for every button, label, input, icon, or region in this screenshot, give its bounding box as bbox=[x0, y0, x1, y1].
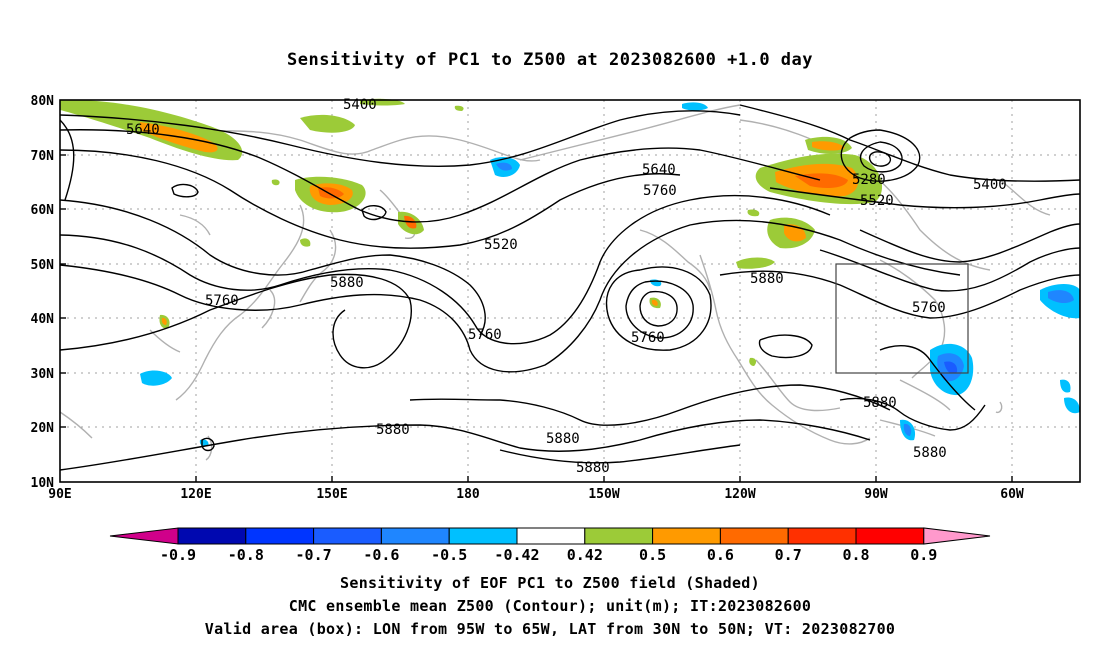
contour-label: 5880 bbox=[863, 395, 897, 411]
caption-shading: Sensitivity of EOF PC1 to Z500 field (Sh… bbox=[340, 574, 760, 592]
contour-label-group: 5400 5640 5640 5760 5520 5280 5400 5520 … bbox=[126, 97, 1007, 476]
contour-label: 5880 bbox=[576, 460, 610, 476]
colorbar-swatch bbox=[313, 527, 382, 545]
lat-label: 80N bbox=[31, 94, 55, 109]
contour-label: 5880 bbox=[913, 445, 947, 461]
latitude-labels: 80N 70N 60N 50N 40N 30N 20N 10N bbox=[31, 94, 55, 491]
contour-label: 5280 bbox=[852, 172, 886, 188]
positive-sensitivity-shading bbox=[60, 98, 883, 366]
negative-sensitivity-shading bbox=[140, 102, 1080, 447]
colorbar-tick-label: 0.7 bbox=[775, 546, 802, 564]
axis-ticks bbox=[60, 154, 1013, 482]
lon-label: 180 bbox=[456, 487, 480, 502]
colorbar-tick-label: 0.8 bbox=[842, 546, 869, 564]
lon-label: 90W bbox=[864, 487, 888, 502]
colorbar-tick-label: -0.42 bbox=[494, 546, 539, 564]
contour-label: 5880 bbox=[546, 431, 580, 447]
colorbar: -0.9 -0.8 -0.7 -0.6 -0.5 -0.42 0.42 0.5 0.6 0.7 0.… bbox=[109, 527, 991, 564]
contour-label: 5400 bbox=[343, 97, 377, 113]
valid-area-box bbox=[835, 263, 969, 374]
contour-label: 5520 bbox=[484, 237, 518, 253]
contour-label: 5760 bbox=[631, 330, 665, 346]
lat-label: 20N bbox=[31, 421, 55, 436]
contour-label: 5400 bbox=[973, 177, 1007, 193]
colorbar-arrow-right bbox=[923, 527, 991, 545]
colorbar-tick-label: -0.7 bbox=[296, 546, 332, 564]
colorbar-swatch bbox=[855, 527, 925, 545]
lat-label: 10N bbox=[31, 476, 55, 491]
lon-label: 150W bbox=[588, 487, 619, 502]
colorbar-tick-label: -0.6 bbox=[363, 546, 399, 564]
colorbar-swatch bbox=[719, 527, 789, 545]
lon-label: 60W bbox=[1000, 487, 1024, 502]
contour-label: 5760 bbox=[468, 327, 502, 343]
lon-label: 150E bbox=[316, 487, 347, 502]
colorbar-tick-label: 0.9 bbox=[910, 546, 937, 564]
map-title: Sensitivity of PC1 to Z500 at 2023082600… bbox=[286, 50, 813, 70]
lat-label: 30N bbox=[31, 367, 55, 382]
colorbar-tick-label: 0.5 bbox=[639, 546, 666, 564]
colorbar-swatch bbox=[584, 527, 654, 545]
lat-label: 50N bbox=[31, 258, 55, 273]
contour-label: 5760 bbox=[912, 300, 946, 316]
lon-label: 120W bbox=[724, 487, 755, 502]
lat-label: 70N bbox=[31, 149, 55, 164]
longitude-labels: 90E 120E 150E 180 150W 120W 90W 60W bbox=[48, 487, 1024, 502]
z500-contours bbox=[59, 104, 1081, 471]
colorbar-swatch bbox=[245, 527, 315, 545]
lat-label: 40N bbox=[31, 312, 55, 327]
lon-label: 120E bbox=[180, 487, 211, 502]
colorbar-tick-label: 0.6 bbox=[707, 546, 734, 564]
colorbar-swatch bbox=[380, 527, 450, 545]
contour-label: 5760 bbox=[205, 293, 239, 309]
lat-label: 60N bbox=[31, 203, 55, 218]
colorbar-tick-label: 0.42 bbox=[567, 546, 603, 564]
colorbar-swatch bbox=[652, 527, 721, 545]
contour-label: 5760 bbox=[643, 183, 677, 199]
contour-label: 5880 bbox=[750, 271, 784, 287]
colorbar-swatch bbox=[177, 527, 247, 545]
colorbar-tick-label: -0.9 bbox=[160, 546, 196, 564]
lon-label: 90E bbox=[48, 487, 71, 502]
contour-label: 5880 bbox=[376, 422, 410, 438]
colorbar-swatch bbox=[516, 527, 586, 545]
contour-label: 5640 bbox=[642, 162, 676, 178]
colorbar-arrow-left bbox=[109, 527, 179, 545]
contour-label: 5640 bbox=[126, 122, 160, 138]
contour-label: 5520 bbox=[860, 193, 894, 209]
colorbar-swatch bbox=[787, 527, 857, 545]
map-border bbox=[59, 99, 1081, 483]
contour-label: 5880 bbox=[330, 275, 364, 291]
caption-valid-area: Valid area (box): LON from 95W to 65W, L… bbox=[204, 620, 896, 638]
caption-contour: CMC ensemble mean Z500 (Contour); unit(m… bbox=[288, 597, 812, 615]
colorbar-tick-label: -0.8 bbox=[228, 546, 264, 564]
colorbar-swatch bbox=[448, 527, 518, 545]
colorbar-tick-label: -0.5 bbox=[431, 546, 467, 564]
